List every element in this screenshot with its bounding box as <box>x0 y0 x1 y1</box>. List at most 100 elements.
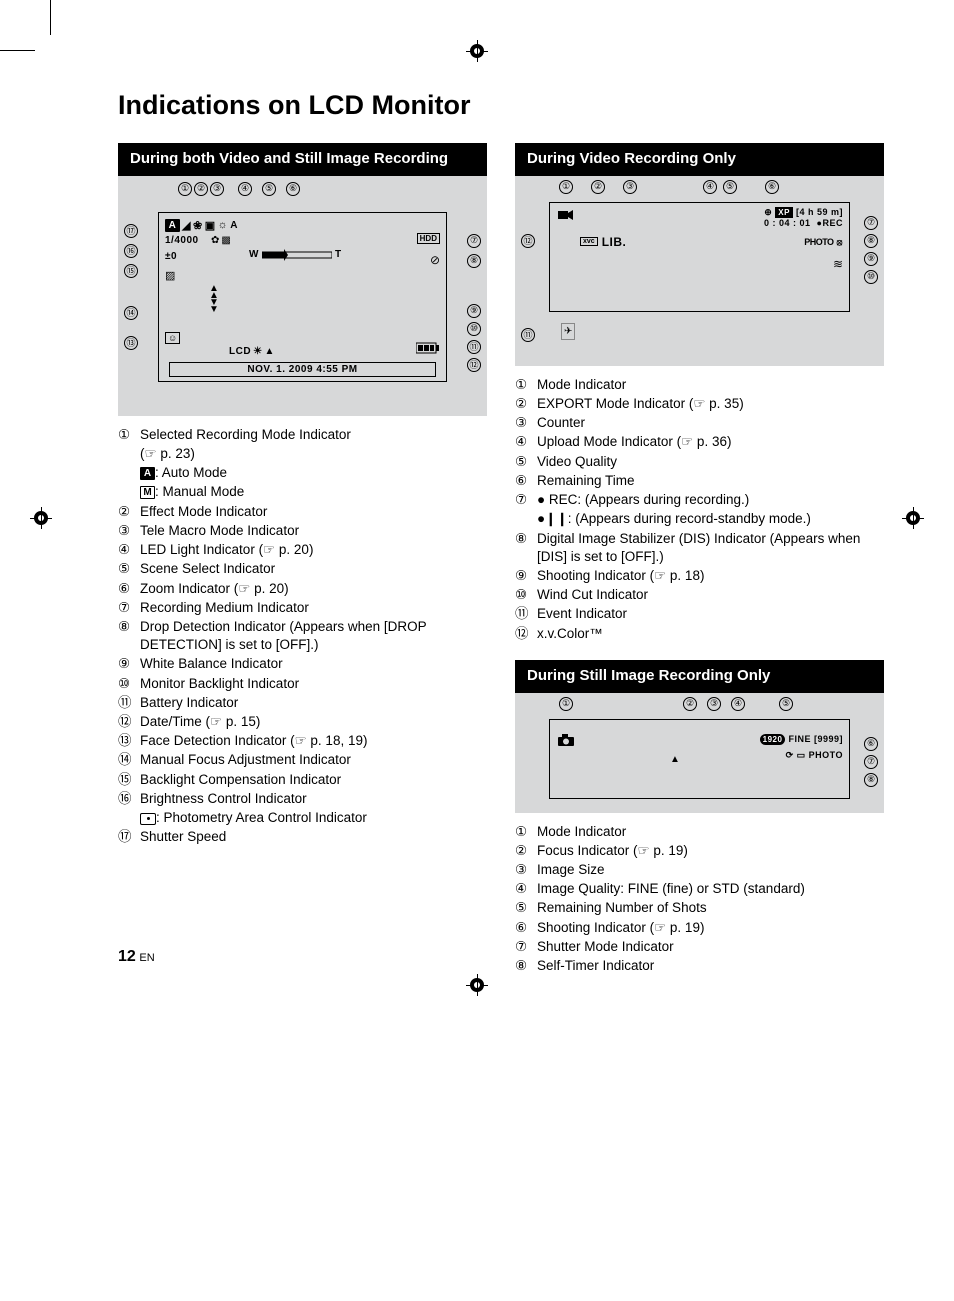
legend-number: ④ <box>515 880 533 898</box>
legend-item: ⑤Video Quality <box>515 453 884 471</box>
legend-text: Drop Detection Indicator (Appears when [… <box>140 618 487 654</box>
legend-item: ⑥Zoom Indicator (☞ p. 20) <box>118 580 487 598</box>
led-icon: ▣ <box>205 219 216 232</box>
legend-text: Image Size <box>537 861 884 879</box>
callout-s3: ③ <box>707 697 721 711</box>
legend-text: Remaining Time <box>537 472 884 490</box>
legend-text: Zoom Indicator (☞ p. 20) <box>140 580 487 598</box>
callout-s8: ⑧ <box>864 773 878 787</box>
legend-item: ③Counter <box>515 414 884 432</box>
callout-v2: ② <box>591 180 605 194</box>
legend-item: ⑧Self-Timer Indicator <box>515 957 884 975</box>
legend-text: x.v.Color™ <box>537 625 884 643</box>
legend-item: ⑨White Balance Indicator <box>118 655 487 673</box>
callout-6: ⑥ <box>286 182 300 196</box>
legend-text: White Balance Indicator <box>140 655 487 673</box>
lcd-label: LCD <box>229 346 251 357</box>
legend-number: ③ <box>515 861 533 879</box>
legend-number: ① <box>515 376 533 394</box>
dis-icon: ⦻ <box>837 237 843 247</box>
callout-14: ⑭ <box>124 306 138 320</box>
column-left: During both Video and Still Image Record… <box>118 143 487 976</box>
callout-13: ⑬ <box>124 336 138 350</box>
legend-number: ① <box>118 426 136 444</box>
rec-indicator: ●REC <box>817 218 843 228</box>
callout-s7: ⑦ <box>864 755 878 769</box>
legend-number: ⑥ <box>515 472 533 490</box>
registration-mark-icon <box>902 507 924 529</box>
legend-number: ⑪ <box>118 694 136 712</box>
callout-5: ⑤ <box>262 182 276 196</box>
legend-item: M: Manual Mode <box>118 483 487 501</box>
callout-v4: ④ <box>703 180 717 194</box>
callout-s2: ② <box>683 697 697 711</box>
legend-number: ⑥ <box>515 919 533 937</box>
legend-number: ⑥ <box>118 580 136 598</box>
callout-v3: ③ <box>623 180 637 194</box>
legend-item: ①Mode Indicator <box>515 376 884 394</box>
legend-text: Brightness Control Indicator <box>140 790 487 808</box>
size-badge: 1920 <box>760 734 786 745</box>
callout-s6: ⑥ <box>864 737 878 751</box>
legend-text: Face Detection Indicator (☞ p. 18, 19) <box>140 732 487 750</box>
shots-remaining: [9999] <box>814 734 843 744</box>
callout-v10: ⑩ <box>864 270 878 284</box>
drop-icon: ⊘ <box>430 253 440 267</box>
counter: 0 : 04 : 01 <box>764 218 811 228</box>
legend-item: ②Effect Mode Indicator <box>118 503 487 521</box>
icon-a: ✿ <box>211 235 219 246</box>
section-header-video: During Video Recording Only <box>515 143 884 176</box>
legend-text: LED Light Indicator (☞ p. 20) <box>140 541 487 559</box>
legend-text: Image Quality: FINE (fine) or STD (stand… <box>537 880 884 898</box>
page-number: 12 EN <box>118 948 155 966</box>
legend-item: ①Mode Indicator <box>515 823 884 841</box>
legend-text: Backlight Compensation Indicator <box>140 771 487 789</box>
legend-item: ②EXPORT Mode Indicator (☞ p. 35) <box>515 395 884 413</box>
wind-icon: ≋ <box>833 257 843 271</box>
legend-item: ⑬Face Detection Indicator (☞ p. 18, 19) <box>118 732 487 750</box>
legend-text: : Photometry Area Control Indicator <box>140 809 487 827</box>
callout-8: ⑧ <box>467 254 481 268</box>
xp-badge: XP <box>775 207 793 219</box>
shutter-icon: ▭ <box>797 750 806 760</box>
exposure: ±0 <box>165 251 177 262</box>
callout-1: ① <box>178 182 192 196</box>
legend-number: ⑩ <box>118 675 136 693</box>
battery-icon <box>416 342 440 357</box>
legend-number: ⑫ <box>515 625 533 643</box>
photometry-icon <box>140 813 156 825</box>
remaining-time: [4 h 59 m] <box>796 207 843 217</box>
legend-text: Battery Indicator <box>140 694 487 712</box>
legend-item: ①Selected Recording Mode Indicator <box>118 426 487 444</box>
legend-item: ⑦Recording Medium Indicator <box>118 599 487 617</box>
legend-item: ②Focus Indicator (☞ p. 19) <box>515 842 884 860</box>
legend-item: : Photometry Area Control Indicator <box>118 809 487 827</box>
legend-item: ⑫x.v.Color™ <box>515 625 884 643</box>
legend-text: Shutter Speed <box>140 828 487 846</box>
legend-item: ⑨Shooting Indicator (☞ p. 18) <box>515 567 884 585</box>
event-icon: ✈ <box>561 326 575 337</box>
legend-text: Counter <box>537 414 884 432</box>
legend-item: ⑩Monitor Backlight Indicator <box>118 675 487 693</box>
backlight-icon: ▨ <box>165 269 175 282</box>
legend-text: EXPORT Mode Indicator (☞ p. 35) <box>537 395 884 413</box>
legend-text: Manual Focus Adjustment Indicator <box>140 751 487 769</box>
legend-number: ② <box>118 503 136 521</box>
legend-ref: (☞ p. 23) <box>118 445 487 463</box>
photo-label: PHOTO <box>804 237 833 247</box>
legend-item: ⑮Backlight Compensation Indicator <box>118 771 487 789</box>
legend-text: Selected Recording Mode Indicator <box>140 426 487 444</box>
section-header-still: During Still Image Recording Only <box>515 660 884 693</box>
legend-number: ⑬ <box>118 732 136 750</box>
legend-text: Wind Cut Indicator <box>537 586 884 604</box>
zoom-a-icon: A <box>230 220 238 231</box>
backlight-lcd-icon: ☀ <box>253 346 262 357</box>
crop-mark <box>0 50 35 51</box>
legend-number: ⑩ <box>515 586 533 604</box>
lcd-screen: A ◢ ❀ ▣ ☼ A 1/4000 ✿ ▩ ±0 <box>158 212 447 382</box>
legend-text: Effect Mode Indicator <box>140 503 487 521</box>
crop-mark <box>50 0 51 35</box>
callout-16: ⑯ <box>124 244 138 258</box>
callout-v11: ⑪ <box>521 328 535 342</box>
auto-mode-icon: A <box>165 219 180 232</box>
